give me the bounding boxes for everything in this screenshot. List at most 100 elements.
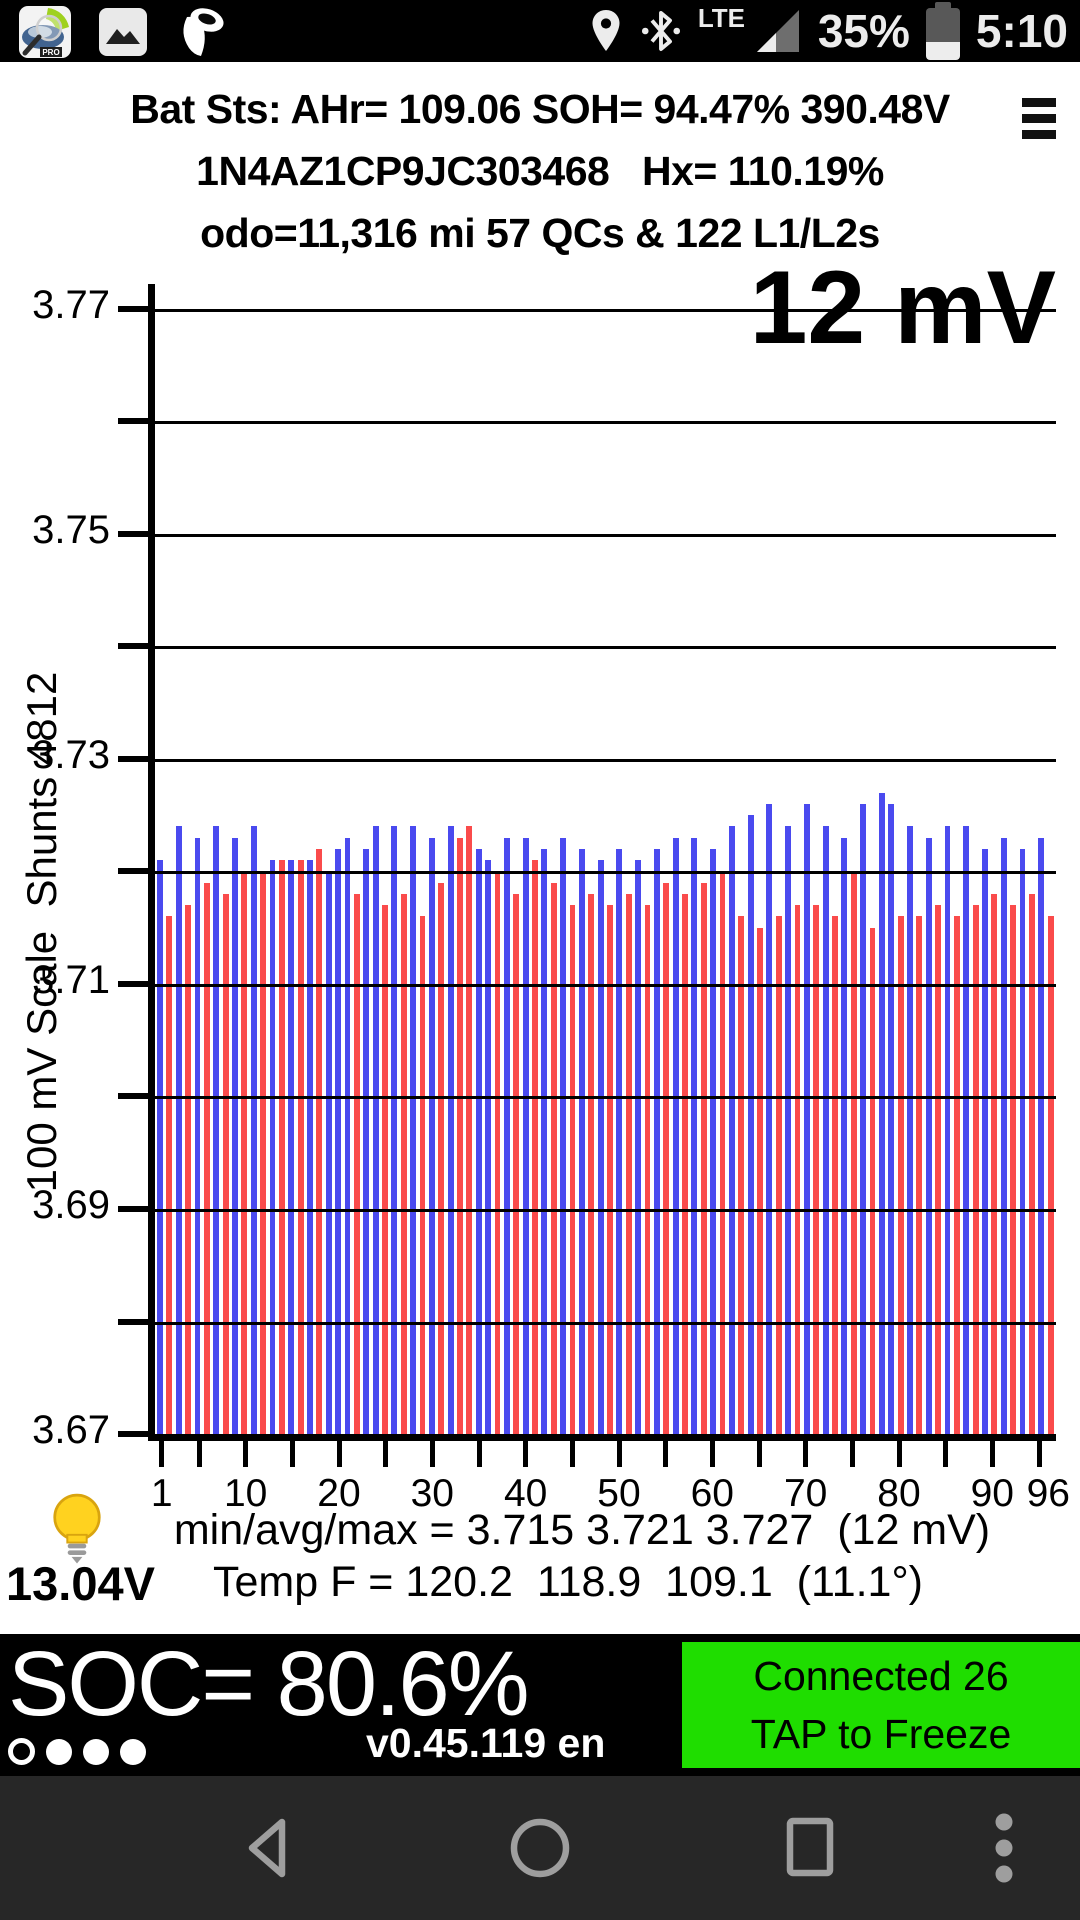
cell-bar-11	[250, 826, 257, 1434]
cell-bar-10	[241, 871, 248, 1434]
cell-bar-58	[691, 837, 698, 1434]
x-axis-label-80: 80	[877, 1472, 921, 1515]
lightbulb-icon[interactable]	[46, 1492, 108, 1566]
cell-bar-24	[372, 826, 379, 1434]
x-axis-label-10: 10	[223, 1472, 268, 1515]
notification-icons: PRO	[18, 5, 226, 59]
y-tick-3.76	[118, 418, 148, 425]
x-axis-label-50: 50	[597, 1472, 641, 1515]
x-tick-95	[1036, 1441, 1042, 1467]
x-tick-5	[196, 1441, 202, 1467]
cell-bar-36	[485, 860, 491, 1434]
y-axis-label-3.71: 3.71	[32, 957, 110, 1002]
cell-bar-84	[935, 905, 941, 1434]
cell-bar-43	[550, 882, 557, 1434]
x-axis-label-96: 96	[1026, 1472, 1070, 1515]
cell-bar-53	[644, 905, 651, 1434]
cell-bar-77	[869, 927, 876, 1434]
cell-bar-83	[925, 837, 932, 1434]
cell-bar-79	[888, 803, 895, 1434]
page-indicator	[8, 1738, 146, 1765]
cell-bar-82	[916, 916, 923, 1434]
y-axis-label-3.73: 3.73	[32, 732, 110, 777]
cell-bar-93	[1019, 848, 1026, 1434]
y-tick-3.68	[118, 1318, 148, 1325]
bluetooth-icon	[641, 11, 680, 51]
connection-freeze-button[interactable]: Connected 26 TAP to Freeze	[682, 1642, 1080, 1768]
cell-bar-62	[728, 826, 735, 1434]
signal-strength-icon	[756, 10, 799, 52]
cell-bar-18	[316, 848, 323, 1434]
y-tick-3.69	[118, 1205, 148, 1212]
cell-bar-96	[1047, 916, 1054, 1434]
clock-label: 5:10	[975, 5, 1068, 57]
cell-bar-5	[194, 837, 201, 1434]
charging-plug-icon	[183, 8, 224, 56]
cell-bar-54	[653, 848, 660, 1434]
cell-bar-71	[813, 905, 820, 1434]
cell-bar-52	[635, 860, 641, 1434]
home-button-icon[interactable]	[502, 1810, 578, 1886]
x-tick-30	[429, 1441, 435, 1467]
cell-bar-94	[1028, 893, 1035, 1434]
cell-bar-95	[1038, 837, 1045, 1434]
cell-bar-56	[672, 837, 679, 1434]
cell-bar-1	[157, 860, 163, 1434]
x-axis-label-30: 30	[410, 1472, 454, 1515]
x-tick-65	[756, 1441, 762, 1467]
cell-bar-28	[410, 826, 416, 1434]
cell-bar-70	[803, 803, 810, 1434]
cell-bar-61	[719, 871, 726, 1434]
voltage-spread-label: 12 mV	[749, 250, 1056, 366]
freeze-hint-label: TAP to Freeze	[750, 1711, 1012, 1757]
cell-bar-48	[597, 860, 604, 1434]
menu-bar-icon	[1022, 130, 1056, 139]
cell-bar-27	[400, 893, 407, 1434]
cell-voltage-chart[interactable]: 100 mV Scale Shunts 4812 12 mV 3.77 3.75 3…	[0, 250, 1080, 1515]
cell-bar-49	[607, 905, 613, 1434]
page-dot-2	[46, 1738, 72, 1765]
x-axis-label-60: 60	[690, 1472, 734, 1515]
x-tick-85	[943, 1441, 949, 1467]
overflow-menu-icon[interactable]	[990, 1810, 1018, 1886]
x-axis-label-70: 70	[783, 1472, 828, 1515]
header: Bat Sts: AHr= 109.06 SOH= 94.47% 390.48V…	[0, 62, 1080, 256]
cell-bar-25	[382, 905, 388, 1434]
cell-bar-42	[541, 848, 548, 1434]
soc-bar: SOC= 80.6% v0.45.119 en Connected 26 TAP…	[0, 1633, 1080, 1776]
x-axis-line	[148, 1434, 1056, 1441]
back-button-icon[interactable]	[232, 1810, 308, 1886]
cell-bar-14	[278, 860, 285, 1434]
y-tick-3.77	[118, 305, 148, 312]
cell-bar-50	[616, 848, 623, 1434]
gallery-icon	[99, 8, 147, 56]
menu-button[interactable]	[1022, 98, 1062, 144]
cell-bar-22	[353, 893, 360, 1434]
status-bar: PRO	[0, 0, 1080, 62]
x-tick-50	[616, 1441, 622, 1467]
x-tick-75	[849, 1441, 855, 1467]
leafspy-app-icon: PRO	[19, 6, 71, 58]
min-avg-max-line: min/avg/max = 3.715 3.721 3.727 (12 mV)	[173, 1506, 991, 1554]
cell-bar-59	[700, 882, 707, 1434]
cell-bar-30	[428, 837, 435, 1434]
cell-bar-9	[232, 837, 238, 1434]
cell-bar-76	[860, 803, 866, 1434]
cell-bar-73	[832, 916, 838, 1434]
y-axis-label-3.75: 3.75	[32, 507, 110, 552]
cell-bar-3	[175, 826, 182, 1434]
connection-status-label: Connected 26	[753, 1652, 1009, 1699]
cell-bar-6	[203, 882, 210, 1434]
recents-button-icon[interactable]	[772, 1810, 848, 1886]
y-tick-3.71	[118, 980, 148, 987]
cell-bar-64	[747, 815, 754, 1434]
cell-bar-55	[663, 882, 670, 1434]
x-tick-35	[476, 1441, 482, 1467]
cell-bar-37	[494, 871, 501, 1434]
cell-bar-16	[297, 860, 304, 1434]
android-nav-bar	[0, 1776, 1080, 1920]
bars-layer	[157, 258, 1054, 1434]
y-tick-3.70	[118, 1093, 148, 1100]
svg-text:PRO: PRO	[42, 48, 59, 57]
vin-line: 1N4AZ1CP9JC303468 Hx= 110.19%	[196, 148, 884, 194]
